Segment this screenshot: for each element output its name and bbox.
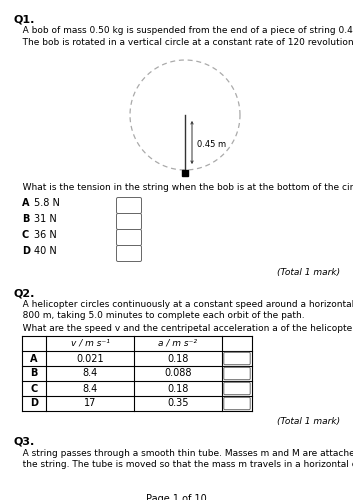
FancyBboxPatch shape [116, 198, 142, 214]
Text: B: B [30, 368, 38, 378]
FancyBboxPatch shape [224, 382, 250, 394]
Text: D: D [22, 246, 30, 256]
Text: What are the speed v and the centripetal acceleration a of the helicopter?: What are the speed v and the centripetal… [14, 324, 353, 333]
Text: What is the tension in the string when the bob is at the bottom of the circle?: What is the tension in the string when t… [14, 183, 353, 192]
Text: (Total 1 mark): (Total 1 mark) [277, 417, 340, 426]
FancyBboxPatch shape [224, 398, 250, 409]
Text: 0.35: 0.35 [167, 398, 189, 408]
FancyBboxPatch shape [116, 246, 142, 262]
Text: 0.18: 0.18 [167, 384, 189, 394]
Text: v / m s⁻¹: v / m s⁻¹ [71, 339, 109, 348]
Text: Q1.: Q1. [14, 14, 35, 24]
FancyBboxPatch shape [116, 214, 142, 230]
Text: 8.4: 8.4 [82, 368, 98, 378]
Text: 0.18: 0.18 [167, 354, 189, 364]
Text: A helicopter circles continuously at a constant speed around a horizontal path o: A helicopter circles continuously at a c… [14, 300, 353, 309]
Text: A bob of mass 0.50 kg is suspended from the end of a piece of string 0.45 m long: A bob of mass 0.50 kg is suspended from … [14, 26, 353, 35]
Text: 0.088: 0.088 [164, 368, 192, 378]
Text: A: A [22, 198, 30, 208]
FancyBboxPatch shape [224, 368, 250, 380]
Text: 800 m, taking 5.0 minutes to complete each orbit of the path.: 800 m, taking 5.0 minutes to complete ea… [14, 311, 305, 320]
Text: Q3.: Q3. [14, 437, 35, 447]
FancyBboxPatch shape [224, 352, 250, 364]
Text: 31 N: 31 N [34, 214, 57, 224]
Text: 5.8 N: 5.8 N [34, 198, 60, 208]
Text: 8.4: 8.4 [82, 384, 98, 394]
Text: (Total 1 mark): (Total 1 mark) [277, 268, 340, 277]
Text: Q2.: Q2. [14, 288, 35, 298]
Text: 17: 17 [84, 398, 96, 408]
Text: 40 N: 40 N [34, 246, 57, 256]
Text: B: B [22, 214, 29, 224]
Bar [182, 170, 188, 176]
Text: The bob is rotated in a vertical circle at a constant rate of 120 revolutions pe: The bob is rotated in a vertical circle … [14, 38, 353, 47]
Text: C: C [22, 230, 29, 240]
Text: Page 1 of 10: Page 1 of 10 [146, 494, 207, 500]
Text: C: C [30, 384, 38, 394]
Text: 0.021: 0.021 [76, 354, 104, 364]
Text: a / m s⁻²: a / m s⁻² [158, 339, 197, 348]
Text: D: D [30, 398, 38, 408]
Text: 36 N: 36 N [34, 230, 57, 240]
Text: A: A [30, 354, 38, 364]
Text: the string. The tube is moved so that the mass m travels in a horizontal circle : the string. The tube is moved so that th… [14, 460, 353, 469]
Text: A string passes through a smooth thin tube. Masses m and M are attached to the e: A string passes through a smooth thin tu… [14, 449, 353, 458]
Text: 0.45 m: 0.45 m [197, 140, 226, 149]
FancyBboxPatch shape [116, 230, 142, 246]
